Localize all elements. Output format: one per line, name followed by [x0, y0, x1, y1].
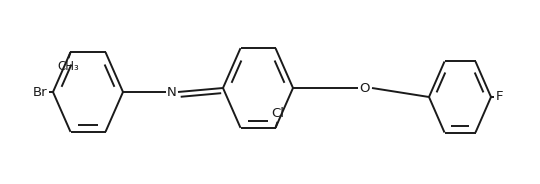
Text: Cl: Cl: [271, 107, 284, 120]
Text: Br: Br: [32, 86, 47, 98]
Text: F: F: [496, 91, 503, 103]
Text: CH₃: CH₃: [58, 60, 79, 73]
Text: N: N: [167, 86, 177, 98]
Text: O: O: [360, 82, 370, 95]
